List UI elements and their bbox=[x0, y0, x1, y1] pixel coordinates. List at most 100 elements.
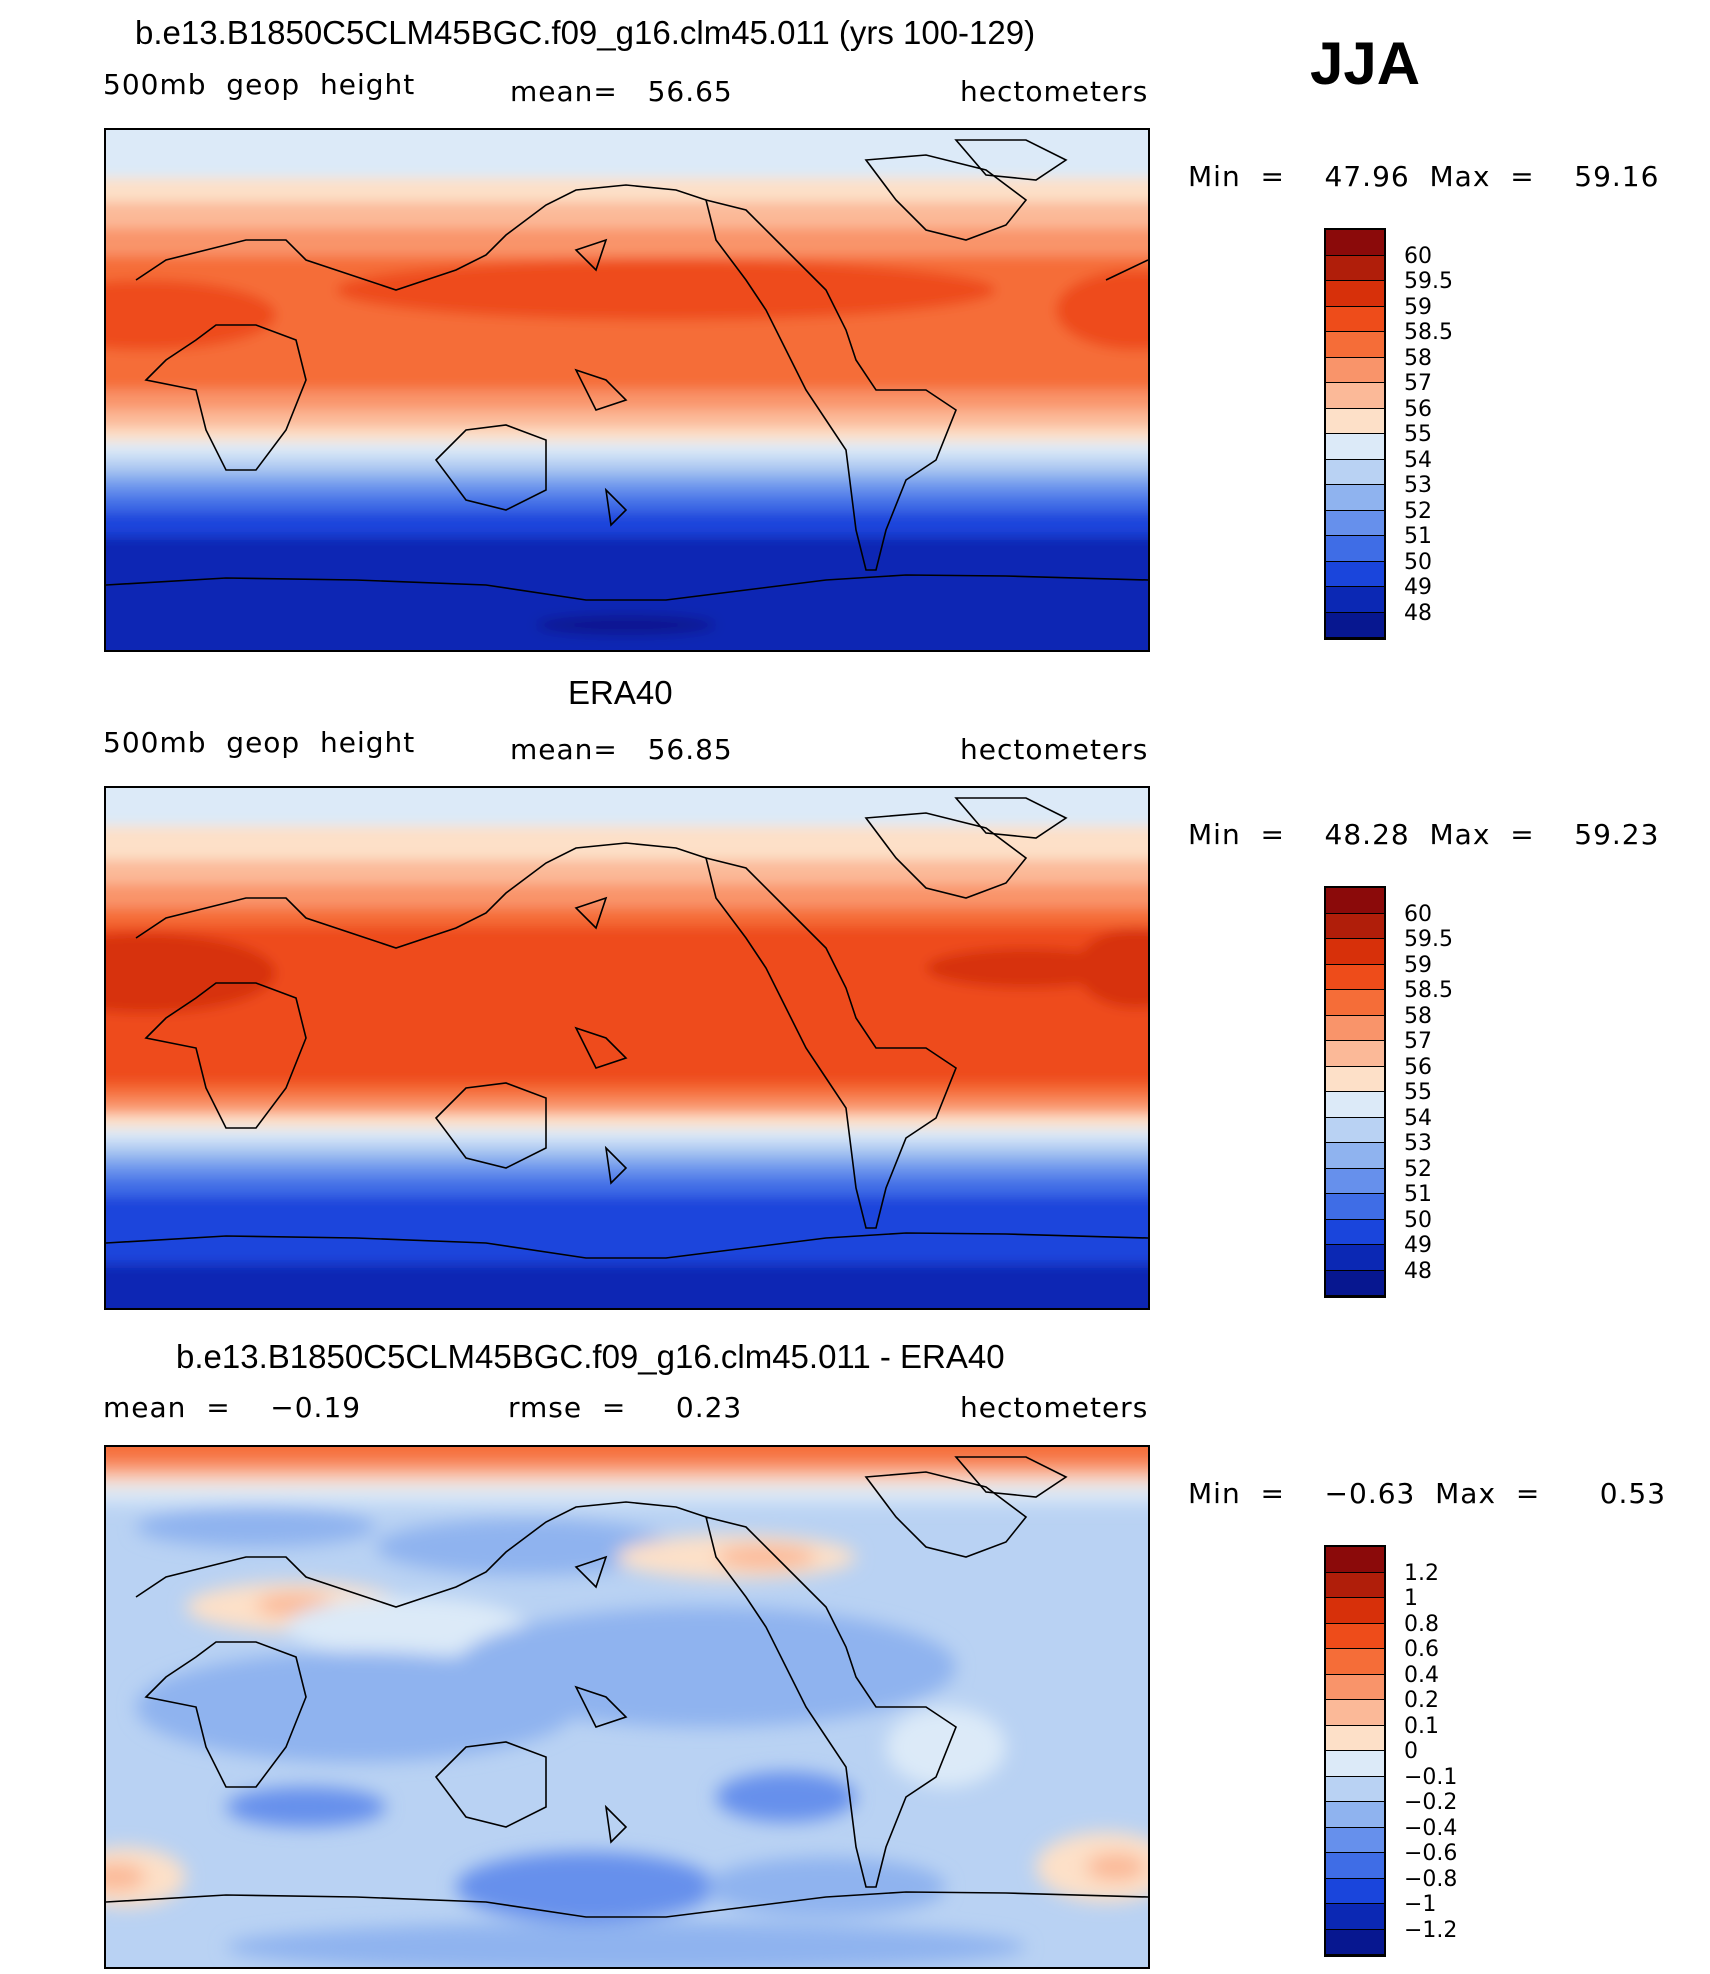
colorbar-swatch bbox=[1326, 408, 1384, 434]
colorbar-tick-label: 55 bbox=[1404, 422, 1432, 447]
colorbar-swatch bbox=[1326, 1066, 1384, 1092]
colorbar-swatch bbox=[1326, 1623, 1384, 1649]
colorbar-swatch bbox=[1326, 459, 1384, 485]
colorbar-tick-label: 0.4 bbox=[1404, 1662, 1439, 1688]
colorbar-tick-label: 51 bbox=[1404, 524, 1432, 549]
panel2-title: ERA40 bbox=[568, 674, 673, 711]
panel3-units-label: hectometers bbox=[960, 1391, 1149, 1424]
colorbar-swatch bbox=[1326, 1776, 1384, 1802]
colorbar-swatch bbox=[1326, 1904, 1384, 1930]
colorbar-swatch bbox=[1326, 1270, 1384, 1296]
colorbar-tick-label: 50 bbox=[1404, 549, 1432, 575]
colorbar-tick-label: 59.5 bbox=[1404, 927, 1453, 952]
colorbar-tick-label: 50 bbox=[1404, 1207, 1432, 1233]
colorbar-swatch bbox=[1326, 485, 1384, 511]
panel3-minmax: Min = −0.63 Max = 0.53 bbox=[1188, 1477, 1667, 1510]
colorbar-tick-label: 54 bbox=[1404, 447, 1432, 473]
panel2-map bbox=[104, 786, 1150, 1310]
colorbar-swatch bbox=[1326, 306, 1384, 332]
colorbar-tick-label: 56 bbox=[1404, 1054, 1432, 1080]
colorbar-tick-label: 58 bbox=[1404, 345, 1432, 371]
colorbar-tick-label: 60 bbox=[1404, 243, 1432, 269]
colorbar-swatch bbox=[1326, 434, 1384, 460]
colorbar-tick-label: −0.4 bbox=[1404, 1815, 1458, 1841]
colorbar-swatch bbox=[1326, 1751, 1384, 1777]
panel2-variable-label: 500mb geop height bbox=[103, 726, 416, 759]
panel3-title: b.e13.B1850C5CLM45BGC.f09_g16.clm45.011 … bbox=[176, 1338, 1005, 1375]
colorbar-swatch bbox=[1326, 561, 1384, 587]
colorbar-swatch bbox=[1326, 1015, 1384, 1041]
panel1-minmax: Min = 47.96 Max = 59.16 bbox=[1188, 160, 1660, 193]
colorbar-tick-label: 58.5 bbox=[1404, 978, 1453, 1003]
panel2-minmax: Min = 48.28 Max = 59.23 bbox=[1188, 818, 1660, 851]
colorbar-tick-label: 48 bbox=[1404, 1258, 1432, 1284]
colorbar-swatch bbox=[1326, 255, 1384, 281]
colorbar-swatch bbox=[1326, 510, 1384, 536]
colorbar-tick-label: 53 bbox=[1404, 473, 1432, 498]
colorbar-tick-label: 60 bbox=[1404, 901, 1432, 927]
colorbar-swatch bbox=[1326, 913, 1384, 939]
colorbar-tick-label: 48 bbox=[1404, 600, 1432, 626]
panel3-rmse-label: rmse = 0.23 bbox=[508, 1391, 743, 1424]
panel3-map bbox=[104, 1445, 1150, 1969]
colorbar-swatch bbox=[1326, 1168, 1384, 1194]
colorbar-swatch bbox=[1326, 1649, 1384, 1675]
panel1-units-label: hectometers bbox=[960, 75, 1149, 108]
colorbar-swatch bbox=[1326, 1725, 1384, 1751]
colorbar-swatch bbox=[1326, 230, 1384, 256]
colorbar-swatch bbox=[1326, 1219, 1384, 1245]
colorbar-swatch bbox=[1326, 332, 1384, 358]
colorbar-swatch bbox=[1326, 1245, 1384, 1271]
panel3-mean-label: mean = −0.19 bbox=[103, 1391, 362, 1424]
colorbar-tick-label: 49 bbox=[1404, 575, 1432, 600]
colorbar-swatch bbox=[1326, 1929, 1384, 1955]
colorbar-tick-label: −0.8 bbox=[1404, 1866, 1458, 1892]
colorbar-tick-label: −0.1 bbox=[1404, 1764, 1458, 1790]
colorbar-tick-label: 54 bbox=[1404, 1105, 1432, 1131]
colorbar-swatch bbox=[1326, 1143, 1384, 1169]
colorbar-swatch bbox=[1326, 1674, 1384, 1700]
colorbar-swatch bbox=[1326, 1572, 1384, 1598]
colorbar-swatch bbox=[1326, 939, 1384, 965]
colorbar-swatch bbox=[1326, 357, 1384, 383]
colorbar-tick-label: 53 bbox=[1404, 1131, 1432, 1156]
colorbar-tick-label: −1 bbox=[1404, 1892, 1437, 1917]
colorbar-tick-label: −1.2 bbox=[1404, 1917, 1458, 1943]
colorbar-swatch bbox=[1326, 1092, 1384, 1118]
colorbar-tick-label: 58.5 bbox=[1404, 320, 1453, 345]
colorbar-tick-label: 59.5 bbox=[1404, 269, 1453, 294]
panel2-mean-label: mean= 56.85 bbox=[510, 733, 733, 766]
panel3-colorbar bbox=[1324, 1545, 1386, 1957]
colorbar-tick-label: 58 bbox=[1404, 1003, 1432, 1029]
colorbar-tick-label: 59 bbox=[1404, 952, 1432, 978]
colorbar-tick-label: 57 bbox=[1404, 371, 1432, 396]
colorbar-swatch bbox=[1326, 1802, 1384, 1828]
colorbar-tick-label: 0.6 bbox=[1404, 1637, 1439, 1662]
colorbar-tick-label: 0.1 bbox=[1404, 1713, 1439, 1739]
colorbar-swatch bbox=[1326, 1827, 1384, 1853]
colorbar-swatch bbox=[1326, 612, 1384, 638]
colorbar-tick-label: 0.8 bbox=[1404, 1611, 1439, 1637]
colorbar-swatch bbox=[1326, 1041, 1384, 1067]
panel1-colorbar bbox=[1324, 228, 1386, 640]
colorbar-swatch bbox=[1326, 1853, 1384, 1879]
colorbar-swatch bbox=[1326, 1547, 1384, 1573]
colorbar-tick-label: 55 bbox=[1404, 1080, 1432, 1105]
colorbar-tick-label: 1.2 bbox=[1404, 1560, 1439, 1586]
colorbar-swatch bbox=[1326, 964, 1384, 990]
colorbar-swatch bbox=[1326, 1700, 1384, 1726]
colorbar-tick-label: 57 bbox=[1404, 1029, 1432, 1054]
colorbar-swatch bbox=[1326, 990, 1384, 1016]
colorbar-swatch bbox=[1326, 1598, 1384, 1624]
colorbar-tick-label: 59 bbox=[1404, 294, 1432, 320]
colorbar-tick-label: 56 bbox=[1404, 396, 1432, 422]
colorbar-swatch bbox=[1326, 1878, 1384, 1904]
colorbar-swatch bbox=[1326, 888, 1384, 914]
colorbar-swatch bbox=[1326, 1117, 1384, 1143]
colorbar-tick-label: 52 bbox=[1404, 1156, 1432, 1182]
colorbar-tick-label: 1 bbox=[1404, 1586, 1418, 1611]
colorbar-swatch bbox=[1326, 1194, 1384, 1220]
colorbar-swatch bbox=[1326, 587, 1384, 613]
colorbar-swatch bbox=[1326, 383, 1384, 409]
season-label: JJA bbox=[1310, 30, 1421, 97]
